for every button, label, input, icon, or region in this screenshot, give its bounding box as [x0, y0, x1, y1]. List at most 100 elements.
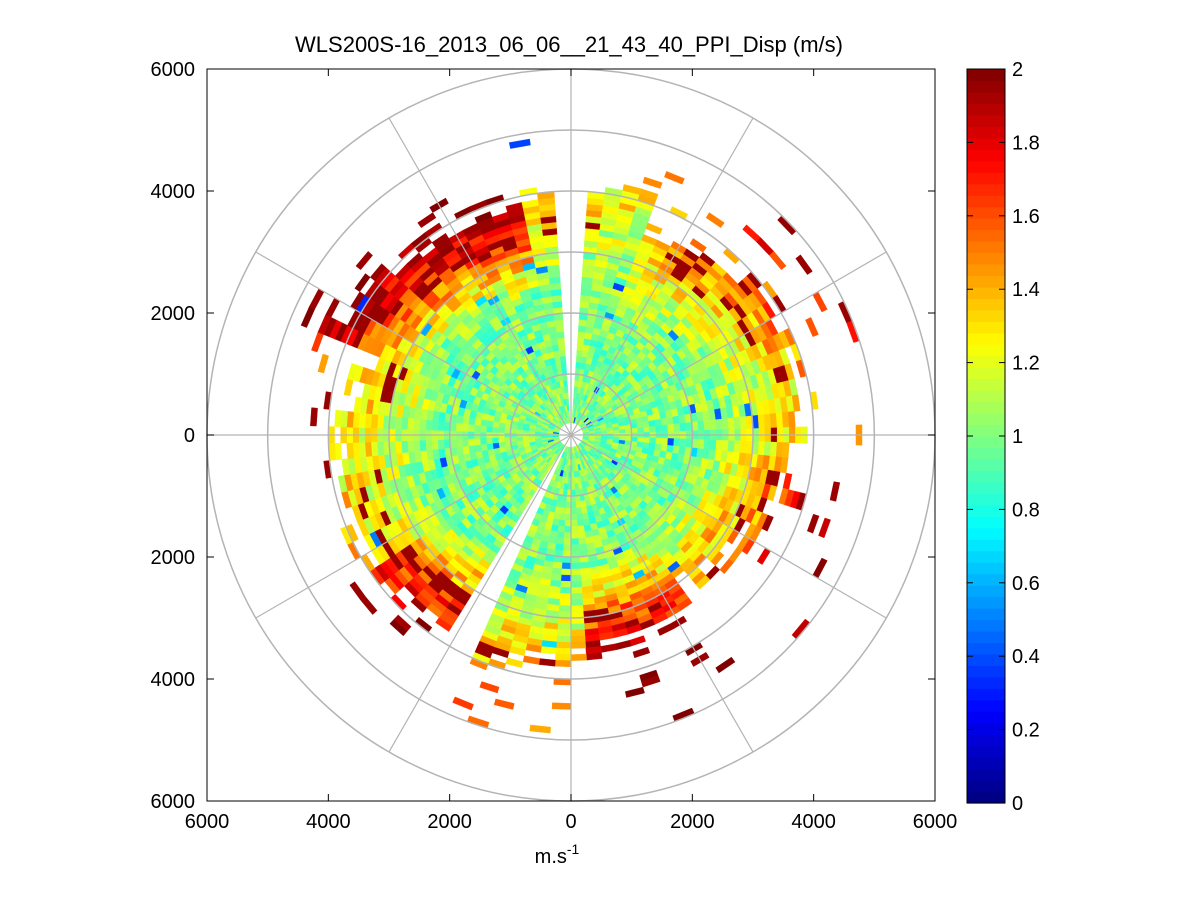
colorbar-swatch	[967, 493, 1005, 506]
colorbar-swatch	[967, 596, 1005, 609]
colorbar-swatch	[967, 630, 1005, 644]
data-cell	[346, 442, 355, 459]
data-cell	[559, 586, 572, 594]
colorbar-swatch	[967, 126, 1005, 139]
data-cell	[565, 501, 572, 509]
data-cell	[479, 681, 500, 694]
data-cell	[733, 440, 741, 454]
data-cell	[709, 439, 717, 451]
data-cell	[579, 561, 590, 570]
data-cell	[818, 517, 831, 539]
colorbar-swatch	[967, 688, 1005, 701]
data-cell	[558, 599, 572, 607]
data-cell	[619, 429, 626, 434]
data-cell	[570, 580, 582, 588]
data-cell	[577, 331, 586, 339]
data-cell	[649, 425, 657, 433]
colorbar-swatch	[967, 527, 1005, 540]
data-cell	[461, 438, 469, 447]
data-cell	[555, 653, 572, 661]
data-cell	[791, 394, 801, 412]
data-cell	[473, 424, 481, 433]
data-cell	[498, 427, 505, 433]
data-cell	[492, 442, 500, 450]
colorbar-tick-label: 1	[1012, 426, 1023, 448]
data-cell	[452, 696, 474, 711]
colorbar-swatch	[967, 711, 1005, 724]
data-cell	[570, 544, 580, 552]
data-cell	[655, 425, 663, 433]
data-cell	[560, 361, 567, 369]
colorbar-swatch	[967, 321, 1005, 334]
data-cell	[431, 439, 439, 450]
data-cell	[419, 418, 427, 431]
data-cell	[805, 317, 819, 337]
colorbar-swatch	[967, 390, 1005, 403]
data-cell	[558, 605, 572, 613]
data-cell	[829, 481, 841, 502]
y-tick-label: 6000	[151, 59, 196, 81]
data-cell	[431, 420, 439, 431]
data-cell	[561, 568, 572, 576]
colorbar-swatch	[967, 149, 1005, 162]
colorbar-swatch	[967, 275, 1005, 288]
data-cell	[660, 417, 668, 426]
data-cell	[576, 513, 584, 521]
data-cell	[522, 436, 529, 441]
y-tick-label: 2000	[151, 303, 196, 325]
data-cell	[554, 659, 572, 668]
data-cell	[769, 413, 778, 429]
data-cell	[577, 337, 585, 345]
data-cell	[673, 423, 681, 432]
data-cell	[437, 439, 445, 450]
colorbar-swatch	[967, 504, 1005, 517]
data-cell	[739, 440, 748, 454]
data-cell	[570, 641, 587, 649]
data-cell	[600, 430, 608, 435]
data-cell	[485, 425, 493, 433]
data-cell	[555, 647, 572, 655]
data-cell	[491, 426, 499, 433]
data-cell	[781, 442, 790, 459]
data-cell	[376, 414, 385, 429]
data-cell	[632, 646, 651, 659]
colorbar-swatch	[967, 206, 1005, 219]
data-cell	[563, 380, 568, 387]
data-cell	[739, 416, 748, 430]
data-cell	[570, 507, 577, 515]
data-cell	[657, 623, 674, 636]
data-cell	[557, 623, 572, 631]
data-cell	[705, 212, 725, 229]
data-cell	[625, 686, 645, 698]
data-cell	[577, 525, 585, 533]
data-cell	[566, 489, 572, 497]
data-cell	[643, 426, 651, 433]
data-cell	[491, 437, 499, 444]
colorbar-swatch	[967, 332, 1005, 345]
data-cell	[757, 441, 766, 456]
data-cell	[370, 441, 379, 457]
data-cell	[413, 418, 421, 430]
data-cell	[660, 444, 668, 453]
data-cell	[493, 698, 515, 710]
y-tick-label: 6000	[151, 791, 196, 813]
colorbar-swatch	[967, 768, 1005, 781]
data-cell	[727, 417, 735, 430]
data-cell	[666, 416, 674, 426]
data-cell	[558, 349, 566, 357]
data-cell	[437, 420, 445, 431]
data-cell	[763, 413, 772, 429]
plot-area: 6000 4000 2000 0 2000 4000 6000 6000 4000 2000 0 2…	[151, 59, 958, 833]
data-cell	[564, 513, 572, 521]
colorbar-tick-label: 1.4	[1012, 279, 1040, 301]
data-cell	[570, 635, 586, 643]
data-cell	[578, 543, 588, 551]
data-cell	[479, 437, 487, 445]
colorbar-swatch	[967, 172, 1005, 185]
data-cell	[561, 562, 572, 570]
data-cell	[570, 593, 583, 600]
data-cell	[703, 420, 711, 431]
colorbar-swatch	[967, 791, 1005, 804]
colorbar-tick-label: 1.2	[1012, 353, 1040, 375]
